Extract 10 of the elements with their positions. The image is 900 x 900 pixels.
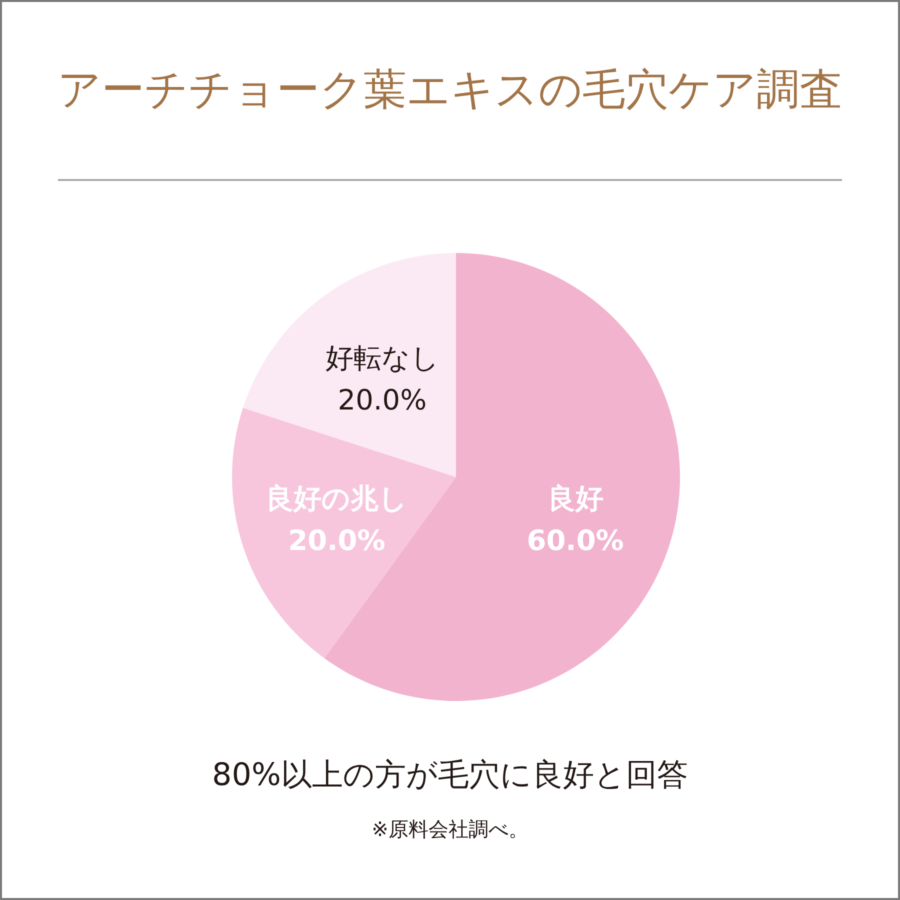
pie-slice — [242, 253, 456, 477]
text: 80%以上の方が毛穴に良好と回答 — [211, 756, 689, 795]
data-label: 60.0% — [526, 524, 624, 557]
slice-label: 良好 — [547, 482, 604, 515]
slice-label: 好転なし — [325, 342, 440, 375]
slice-label: 良好の兆し — [266, 482, 408, 515]
text: ※原料会社調べ。 — [370, 816, 530, 843]
data-label: 20.0% — [338, 384, 427, 417]
data-label: 20.0% — [288, 524, 386, 557]
chart-title: アーチチョーク葉エキスの毛穴ケア調査 — [56, 64, 844, 117]
